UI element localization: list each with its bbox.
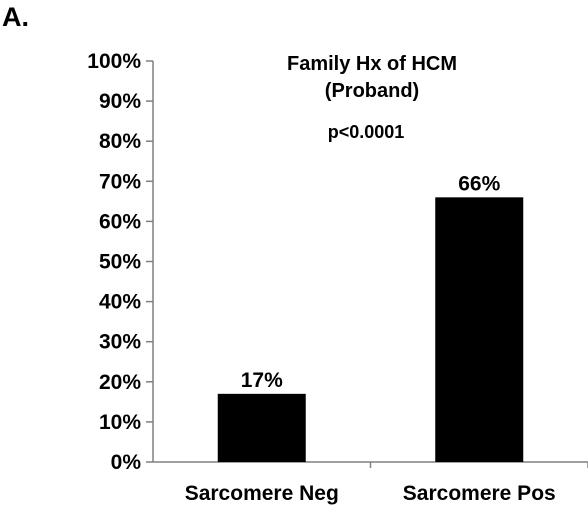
y-tick-label: 20% [99, 371, 141, 394]
bar-data-label: 66% [458, 172, 500, 195]
y-tick-label: 60% [99, 210, 141, 233]
y-tick-label: 90% [99, 90, 141, 113]
chart-subtitle: (Proband) [325, 80, 419, 102]
data-labels: 17% 66% [241, 172, 501, 391]
y-tick-label: 50% [99, 251, 141, 274]
bar [435, 197, 524, 462]
y-tick-label: 10% [99, 411, 141, 434]
y-tick-label: 70% [99, 170, 141, 193]
panel-label: A. [2, 2, 29, 32]
chart-title: Family Hx of HCM [287, 53, 457, 75]
x-axis [153, 461, 588, 468]
y-tick-label: 80% [99, 130, 141, 153]
x-category-label: Sarcomere Pos [403, 482, 556, 505]
p-value-annotation: p<0.0001 [328, 122, 405, 142]
bars [217, 197, 524, 462]
y-tick-label: 30% [99, 331, 141, 354]
y-tick-label: 100% [87, 50, 141, 73]
bar-data-label: 17% [241, 369, 283, 392]
y-tick-label: 0% [111, 451, 142, 474]
bar [217, 393, 306, 462]
y-axis: 0% 10% 20% 30% 40% 50% 60% 70% 80% 90% 100% [87, 50, 154, 474]
category-labels: Sarcomere Neg Sarcomere Pos [185, 482, 556, 505]
x-category-label: Sarcomere Neg [185, 482, 339, 505]
y-tick-label: 40% [99, 291, 141, 314]
